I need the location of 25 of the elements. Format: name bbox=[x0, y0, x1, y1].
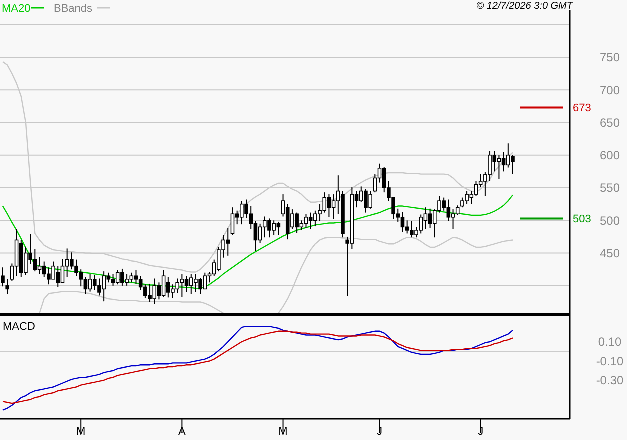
x-tick-label: M bbox=[76, 426, 86, 438]
candlestick bbox=[230, 207, 235, 236]
y-tick-label: 650 bbox=[600, 116, 620, 130]
ref-line-label: 673 bbox=[573, 102, 592, 115]
x-tick-label: J bbox=[478, 426, 484, 438]
candlestick bbox=[1, 267, 5, 288]
candlestick bbox=[6, 278, 10, 295]
x-tick-label: J bbox=[377, 426, 383, 438]
legend-label: MA20 bbox=[2, 2, 31, 15]
y-tick-label: 750 bbox=[600, 50, 620, 65]
ref-line-label: 503 bbox=[573, 214, 592, 226]
y-tick-label: -0.10 bbox=[596, 354, 624, 368]
x-tick-label: M bbox=[278, 426, 288, 438]
y-tick-label: 500 bbox=[600, 214, 620, 228]
chart-title: MACD bbox=[3, 321, 36, 333]
y-tick-label: 550 bbox=[600, 181, 620, 196]
y-tick-label: -0.30 bbox=[596, 374, 624, 388]
y-tick-label: 700 bbox=[600, 83, 620, 98]
annotation: © 12/7/2026 3:0 GMT bbox=[476, 1, 574, 12]
x-tick-label: A bbox=[178, 426, 187, 438]
candlestick bbox=[456, 205, 460, 216]
y-tick-label: 600 bbox=[600, 148, 620, 163]
y-tick-label: 0.10 bbox=[598, 335, 622, 350]
y-tick-label: 450 bbox=[600, 246, 620, 260]
legend-label: BBands bbox=[54, 2, 94, 15]
